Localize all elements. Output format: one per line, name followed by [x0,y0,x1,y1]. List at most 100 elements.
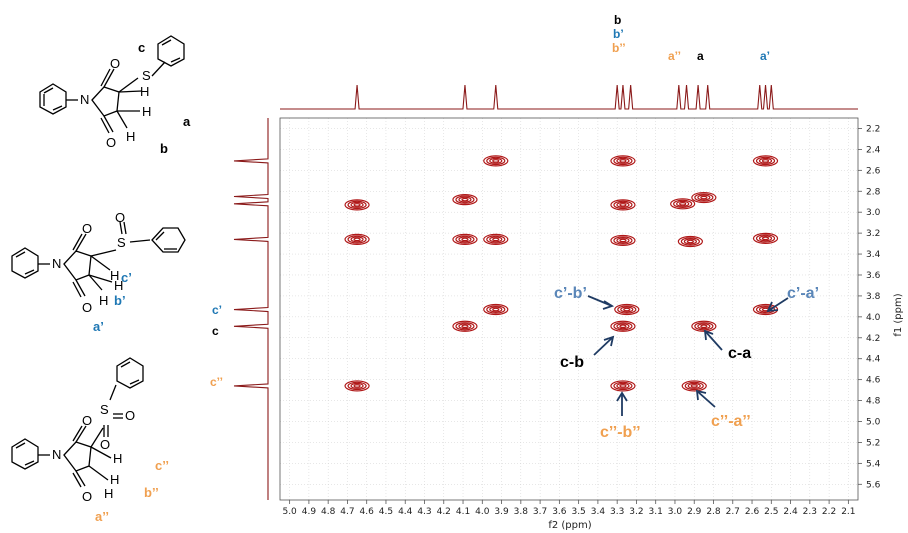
contour-ring [492,237,500,242]
contour-ring [752,232,779,244]
x-tick-label: 3.6 [552,507,567,517]
cross-peak [610,380,636,392]
x-tick-label: 4.0 [475,507,490,517]
structure-sulfide [39,35,185,134]
contour-ring [455,235,475,244]
s2-h-atom-right: H [114,278,123,293]
x-tick-label: 4.7 [340,507,354,517]
y-tick-label: 3.4 [866,250,881,260]
contour-ring [610,155,636,167]
y-tick-label: 3.2 [866,229,880,239]
x-tick-label: 3.2 [629,507,643,517]
contour-ring [687,382,701,389]
annotation-arrows [587,295,789,416]
top-label-b-prime: b’ [613,27,624,41]
y-tick-label: 2.8 [866,187,881,197]
contour-ring [461,324,469,329]
y-tick-label: 5.4 [866,459,881,469]
top-label-a-dprime: a’’ [668,49,681,63]
cross-peak [752,232,779,244]
s3-h-atom-top: H [113,451,122,466]
contour-ring [617,305,637,314]
left-label-c-dprime: c’’ [210,375,223,389]
s3-h-atom-right: H [110,472,119,487]
x-axis-title: f2 (ppm) [548,520,591,531]
contour-ring [694,322,714,331]
y-tick-label: 4.4 [866,355,881,365]
s1-label-a: a [183,114,191,129]
contour-ring [700,324,708,329]
contour-ring [461,237,469,242]
x-tick-label: 4.8 [321,507,336,517]
s2-label-b: b’ [114,293,126,308]
annotation-c-b: c-b [560,354,584,371]
y-tick-label: 4.2 [866,334,880,344]
contour-ring [680,237,700,246]
contour-ring [613,200,633,210]
contour-ring [458,236,472,243]
left-projection-spectrum [233,118,269,500]
s2-n-atom: N [52,256,61,271]
y-tick-label: 2.6 [866,166,881,176]
contour-ring [683,238,697,245]
contour-ring [613,236,633,245]
contour-ring [620,306,634,313]
s3-o-atom-below: O [100,437,110,452]
cross-peak [483,303,509,316]
top-label-b-dprime: b’’ [612,41,626,55]
cross-peak [344,233,370,246]
s3-label-b: b’’ [144,485,159,500]
contour-ring [697,323,711,330]
contour-ring [697,194,711,201]
s1-o-atom-bottom: O [106,135,116,150]
cross-peak [670,198,696,210]
s3-o-atom-bottom: O [82,489,92,504]
contour-ring [681,380,707,392]
s2-s-atom: S [117,235,126,250]
contour-ring [700,195,708,200]
x-tick-label: 2.4 [783,507,798,517]
contour-ring [613,381,633,391]
contour-ring [486,156,506,166]
s2-o-atom-top: O [82,221,92,236]
y-tick-label: 3.6 [866,271,881,281]
x-tick-label: 4.2 [437,507,451,517]
contour-ring [691,191,717,204]
contour-ring [761,236,770,241]
contour-ring [489,236,503,243]
plot-frame [279,117,859,501]
left-label-c: c [212,324,219,338]
cross-peak [691,320,717,332]
s3-o-atom-right: O [125,408,135,423]
top-label-a-prime: a’ [760,49,770,63]
cross-peak [752,155,779,167]
contour-ring [616,201,630,208]
contour-ring [616,237,630,244]
contour-ring [461,197,469,202]
x-tick-label: 4.3 [417,507,431,517]
x-tick-label: 4.5 [379,507,393,517]
contour-ring [610,320,636,332]
cross-peak [344,199,370,211]
contour-ring [610,234,636,247]
cross-peak [614,303,640,316]
cross-peaks [344,155,779,392]
s3-label-a: a’’ [95,509,109,524]
y-tick-label: 4.6 [866,376,881,386]
contour-ring [350,382,364,389]
contour-ring [347,381,367,391]
cross-peak [677,235,703,248]
contour-ring [616,323,630,330]
annotation-c-prime-b-prime: c’-b’ [554,285,587,302]
contour-ring [679,202,687,206]
contour-ring [486,305,506,314]
contour-ring [614,303,640,316]
contour-ring [670,198,696,210]
cross-peak [483,233,509,246]
contour-ring [677,235,703,248]
contour-ring [619,159,627,163]
structure-sulfone [11,357,144,488]
contour-ring [353,203,361,207]
x-tick-label: 5.0 [282,507,297,517]
x-tick-label: 3.0 [668,507,683,517]
